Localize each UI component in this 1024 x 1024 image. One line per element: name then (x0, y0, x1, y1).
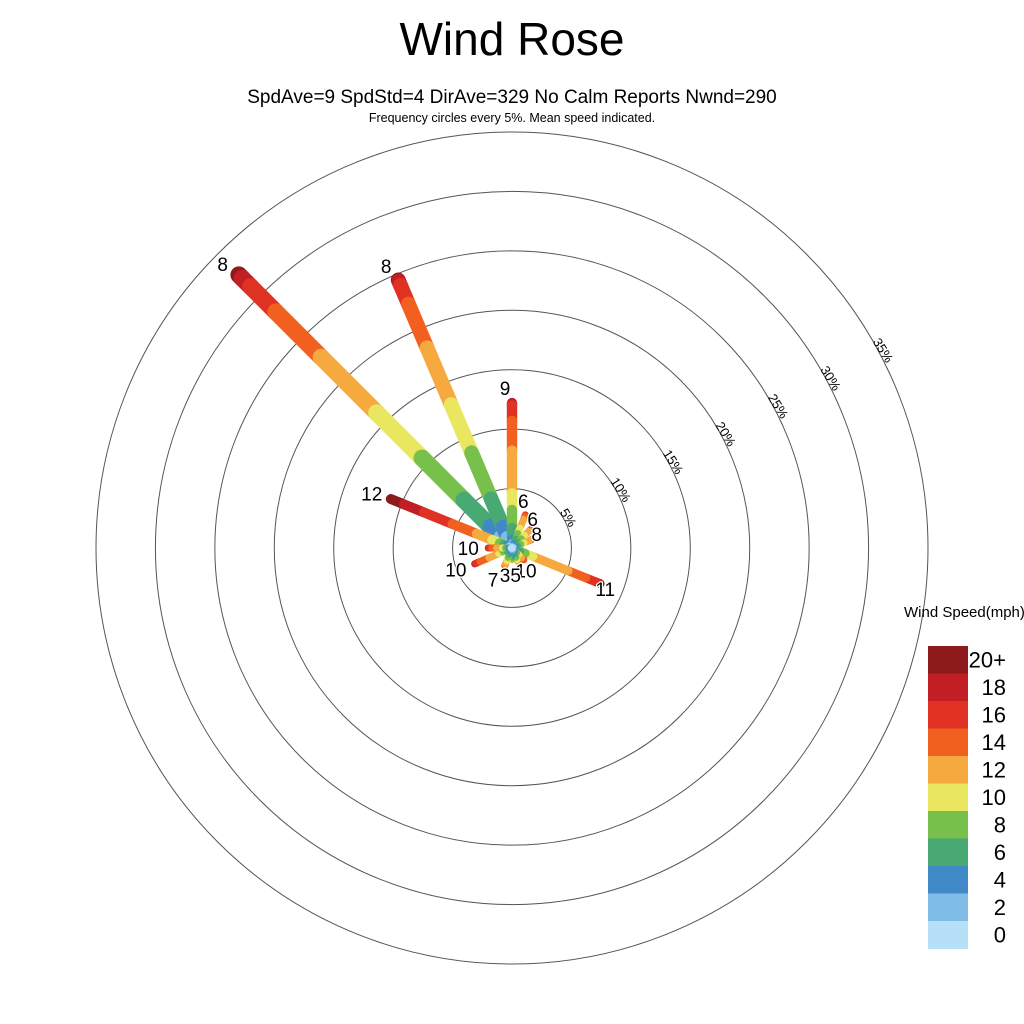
legend-swatch[interactable] (928, 866, 968, 894)
legend-label: 16 (982, 702, 1006, 727)
legend-label: 12 (982, 757, 1006, 782)
wind-petals (230, 266, 605, 589)
petal-speed-segment (401, 296, 435, 356)
legend-label: 20+ (969, 647, 1006, 672)
petal-speed-segment (413, 449, 473, 509)
petal-mean-speed-label: 12 (361, 484, 382, 505)
legend-label: 14 (982, 730, 1006, 755)
frequency-ring (154, 190, 870, 906)
legend-swatch[interactable] (928, 728, 968, 757)
petal-mean-speed-label: 10 (515, 561, 536, 582)
legend-label: 0 (994, 922, 1006, 947)
petal-speed-segment (312, 348, 386, 422)
legend-swatch[interactable] (928, 701, 968, 729)
legend-label: 18 (982, 675, 1006, 700)
petal-mean-speed-label: 8 (531, 525, 542, 546)
petal-mean-speed-label: 5 (510, 566, 521, 587)
petal-mean-speed-label: 7 (488, 571, 499, 592)
frequency-ring (273, 309, 751, 787)
legend-swatch[interactable] (928, 838, 968, 867)
petal-speed-segment (419, 340, 459, 413)
frequency-note: Frequency circles every 5%. Mean speed i… (369, 111, 655, 125)
legend-swatch[interactable] (928, 921, 968, 949)
petal-mean-speed-label: 11 (595, 580, 615, 601)
legend-swatch[interactable] (928, 893, 968, 922)
legend-label: 8 (994, 812, 1006, 837)
legend-label: 2 (994, 895, 1006, 920)
legend-label: 4 (994, 867, 1006, 892)
petal-mean-speed-label: 8 (217, 255, 228, 276)
petal-speed-segment (267, 303, 330, 366)
frequency-ring (95, 131, 929, 965)
page-title: Wind Rose (400, 13, 625, 65)
wind-petal (390, 272, 520, 556)
petal-mean-speed-label: 9 (500, 379, 511, 400)
petal-mean-speed-label: 3 (500, 566, 511, 587)
petal-mean-speed-label: 10 (445, 561, 466, 582)
petal-speed-segment (368, 404, 431, 467)
stats-subtitle: SpdAve=9 SpdStd=4 DirAve=329 No Calm Rep… (247, 87, 777, 108)
legend-swatch[interactable] (928, 811, 968, 839)
legend-swatch[interactable] (928, 756, 968, 784)
legend-swatch[interactable] (928, 673, 968, 702)
petal-speed-segment (443, 397, 480, 461)
petal-mean-speed-label: 6 (518, 492, 529, 513)
petal-mean-speed-label: 8 (381, 257, 392, 278)
petal-mean-speed-label: 10 (458, 539, 479, 560)
legend-swatch[interactable] (928, 783, 968, 812)
legend-swatch[interactable] (928, 646, 968, 674)
legend-label: 10 (982, 785, 1006, 810)
legend-title: Wind Speed(mph) (904, 604, 1024, 621)
frequency-ring (333, 369, 691, 727)
petal-mean-speed-label: 6 (527, 510, 538, 531)
petal-speed-segment (418, 507, 458, 529)
legend-label: 6 (994, 840, 1006, 865)
petal-speed-segment (464, 445, 499, 507)
frequency-ring (214, 250, 810, 846)
petal-speed-segment (528, 552, 573, 576)
